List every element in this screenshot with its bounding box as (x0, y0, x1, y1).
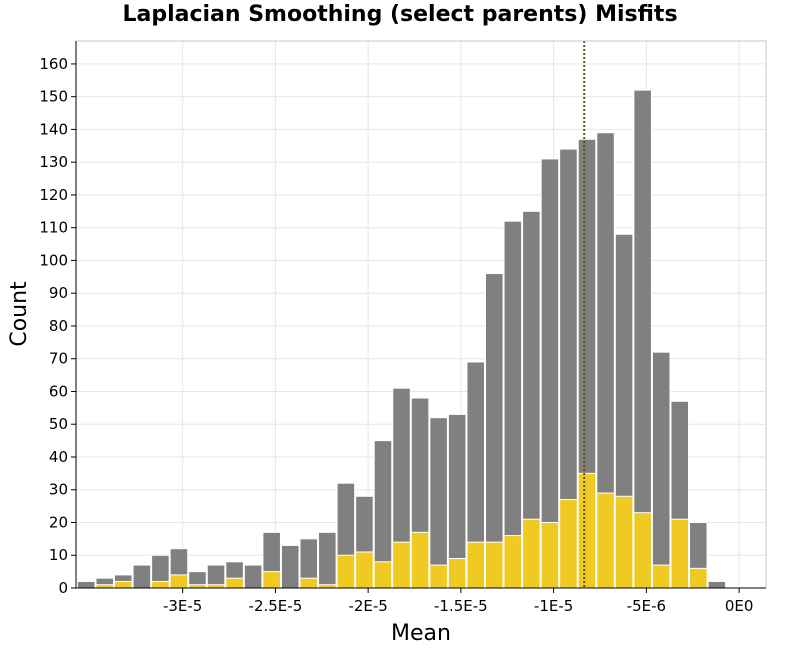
bar-total (503, 220, 523, 589)
y-tick-label: 20 (49, 513, 68, 531)
bar-subset (151, 580, 170, 589)
y-tick-label: 100 (39, 251, 68, 269)
bar-subset (596, 492, 615, 589)
x-tick-label: -2E-5 (348, 597, 387, 615)
bar-subset (503, 535, 523, 589)
bar-total (651, 351, 671, 589)
x-tick-label: -2.5E-5 (249, 597, 303, 615)
bar-subset (484, 541, 504, 589)
bar-total (429, 417, 448, 589)
bar-subset (225, 577, 244, 589)
x-ticks: -3E-5 -2.5E-5 -2E-5 -1.5E-5 -1E-5 -5E-6 0E0 (163, 588, 753, 615)
y-tick-label: 140 (39, 120, 68, 138)
y-ticks: 0 10 20 30 40 50 60 70 80 90 100 110 120 130 140 150 160 (39, 55, 76, 597)
y-axis-title: Count (7, 281, 32, 347)
bar-total (243, 564, 263, 589)
bar-subset (392, 541, 411, 589)
bar-subset (373, 561, 393, 589)
y-tick-label: 10 (49, 546, 68, 564)
bar-total (76, 580, 96, 589)
bar-total (484, 273, 504, 589)
chart-title: Laplacian Smoothing (select parents) Mis… (122, 2, 678, 27)
y-tick-label: 150 (39, 88, 68, 106)
bar-subset (522, 518, 541, 589)
y-tick-label: 70 (49, 350, 68, 368)
bar-subset (447, 558, 467, 589)
bar-subset (262, 571, 281, 589)
bar-subset (355, 551, 374, 589)
bar-subset (651, 564, 671, 589)
bar-subset (559, 499, 578, 589)
bar-subset (689, 567, 708, 589)
bar-total (280, 544, 300, 589)
y-tick-label: 30 (49, 481, 68, 499)
bar-subset (114, 580, 133, 589)
y-tick-label: 90 (49, 284, 68, 302)
y-tick-label: 160 (39, 55, 68, 73)
x-axis-title: Mean (391, 621, 451, 646)
y-tick-label: 60 (49, 382, 68, 400)
x-tick-label: -1E-5 (534, 597, 573, 615)
bar-subset (410, 531, 430, 589)
bar-total (707, 580, 727, 589)
bar-subset (670, 518, 690, 589)
y-tick-label: 40 (49, 448, 68, 466)
y-tick-label: 130 (39, 153, 68, 171)
bar-subset (299, 577, 319, 589)
bar-subset (614, 495, 634, 589)
bar-subset (577, 472, 597, 589)
bar-subset (633, 512, 652, 589)
x-tick-label: 0E0 (725, 597, 754, 615)
y-tick-label: 80 (49, 317, 68, 335)
x-tick-label: -5E-6 (627, 597, 666, 615)
bar-subset (466, 541, 485, 589)
y-tick-label: 110 (39, 219, 68, 237)
y-tick-label: 120 (39, 186, 68, 204)
x-tick-label: -3E-5 (163, 597, 202, 615)
bar-subset (169, 574, 189, 589)
bar-total (132, 564, 152, 589)
y-tick-label: 50 (49, 415, 68, 433)
bar-total (318, 531, 337, 589)
x-tick-label: -1.5E-5 (434, 597, 488, 615)
y-tick-label: 0 (58, 579, 68, 597)
bar-subset (540, 521, 560, 589)
bar-subset (429, 564, 448, 589)
bar-subset (336, 554, 356, 589)
